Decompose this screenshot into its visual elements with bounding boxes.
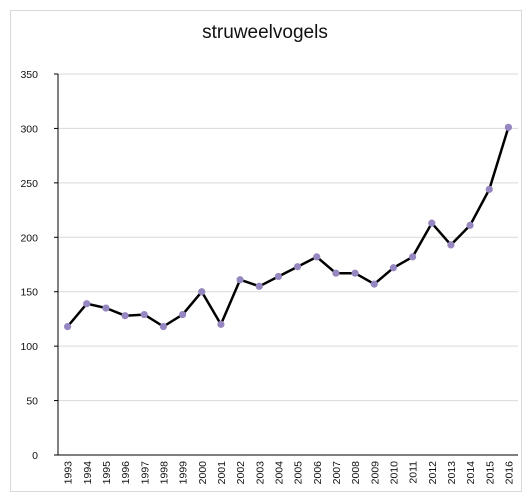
- x-tick-label: 1998: [158, 461, 170, 485]
- data-point: [198, 288, 206, 296]
- x-tick-label: 2008: [350, 461, 362, 485]
- data-point: [313, 253, 321, 261]
- data-point: [236, 276, 244, 284]
- y-tick-label: 200: [20, 232, 38, 244]
- x-tick-label: 2000: [197, 461, 209, 485]
- series-line: [66, 126, 510, 328]
- x-tick-label: 1993: [63, 461, 75, 485]
- x-tick-label: 1994: [82, 461, 94, 485]
- x-tick-label: 2002: [235, 461, 247, 485]
- x-tick-label: 1995: [101, 461, 113, 485]
- x-tick-label: 2005: [293, 461, 305, 485]
- data-point: [370, 280, 378, 288]
- data-point: [389, 264, 398, 272]
- x-tick-label: 1997: [139, 461, 151, 485]
- data-point: [140, 310, 148, 319]
- x-tick-label: 2012: [427, 461, 439, 485]
- data-point: [293, 263, 302, 271]
- data-point: [121, 312, 129, 320]
- data-point: [102, 304, 110, 312]
- x-tick-label: 2010: [388, 461, 400, 485]
- x-tick-label: 2007: [331, 461, 343, 485]
- x-tick-label: 2014: [465, 461, 477, 485]
- data-point: [83, 300, 91, 308]
- chart-title: struweelvogels: [202, 22, 328, 43]
- data-point: [63, 322, 72, 331]
- x-tick-label: 2016: [503, 461, 515, 485]
- x-tick-label: 2015: [484, 461, 496, 485]
- data-point: [504, 123, 513, 131]
- data-point: [159, 322, 168, 331]
- data-point: [332, 269, 340, 277]
- x-tick-label: 2004: [273, 461, 285, 485]
- x-tick-label: 1999: [178, 461, 190, 485]
- data-point: [178, 310, 187, 319]
- y-tick-label: 350: [20, 69, 38, 81]
- y-tick-label: 50: [26, 396, 38, 408]
- x-tick-label: 2003: [254, 461, 266, 485]
- data-point: [466, 221, 474, 229]
- y-tick-label: 0: [32, 450, 38, 462]
- data-point: [217, 320, 225, 328]
- data-point: [447, 241, 455, 249]
- data-point: [274, 272, 283, 281]
- x-tick-label: 2013: [446, 461, 458, 485]
- data-point: [485, 185, 493, 193]
- x-tick-label: 2009: [369, 461, 381, 485]
- y-tick-label: 100: [20, 341, 38, 353]
- data-point: [255, 282, 263, 290]
- x-tick-label: 2001: [216, 461, 228, 485]
- y-tick-label: 150: [20, 287, 38, 299]
- x-tick-label: 1996: [120, 461, 132, 485]
- y-tick-label: 250: [20, 178, 38, 190]
- data-point: [408, 253, 417, 261]
- chart-frame: [10, 10, 522, 492]
- x-tick-label: 2006: [312, 461, 324, 485]
- data-point: [428, 219, 436, 227]
- y-tick-label: 300: [20, 123, 38, 135]
- x-tick-label: 2011: [408, 461, 420, 484]
- data-point: [351, 269, 359, 277]
